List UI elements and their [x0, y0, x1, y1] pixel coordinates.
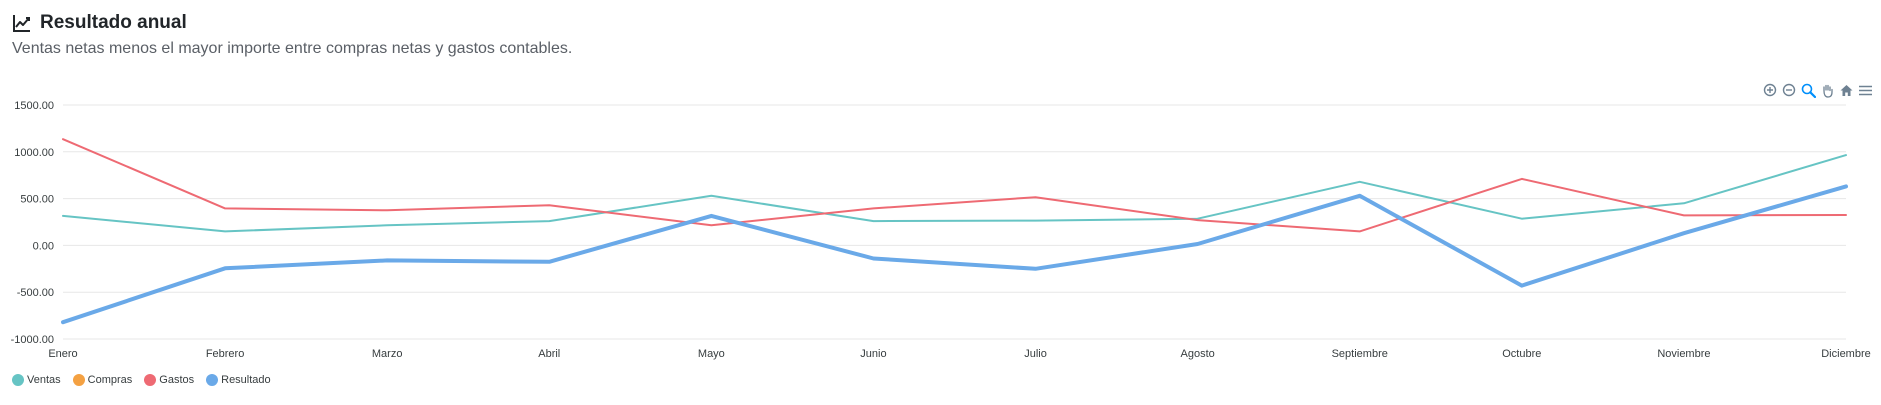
pan-icon — [1822, 84, 1833, 98]
legend-item-resultado[interactable]: Resultado — [206, 374, 271, 386]
title-row: Resultado anual — [12, 10, 1861, 36]
legend-marker — [72, 374, 85, 386]
chart-toolbar — [1762, 82, 1873, 98]
reset-home-icon — [1840, 84, 1852, 96]
zoom-selection-button[interactable] — [1800, 82, 1816, 98]
legend-item-ventas[interactable]: Ventas — [12, 374, 61, 386]
x-tick-label: Septiembre — [1332, 348, 1388, 360]
pan-button[interactable] — [1819, 82, 1835, 98]
legend-item-compras[interactable]: Compras — [72, 374, 133, 386]
x-tick-label: Junio — [860, 348, 886, 360]
zoom-out-button[interactable] — [1781, 82, 1797, 98]
menu-icon — [1858, 85, 1872, 95]
y-tick-label: -500.00 — [17, 287, 54, 299]
zoom-in-icon — [1763, 83, 1777, 97]
legend-marker — [206, 374, 219, 386]
y-tick-label: 0.00 — [33, 240, 54, 252]
reset-home-button[interactable] — [1838, 82, 1854, 98]
series-line-ventas[interactable] — [62, 154, 1847, 233]
series-line-resultado[interactable] — [61, 184, 1848, 325]
x-tick-label: Octubre — [1502, 348, 1541, 360]
chart-menu-button[interactable] — [1857, 82, 1873, 98]
legend-item-gastos[interactable]: Gastos — [144, 374, 194, 386]
y-tick-label: 1500.00 — [14, 100, 54, 112]
x-tick-label: Febrero — [206, 348, 245, 360]
y-tick-label: 1000.00 — [14, 147, 54, 159]
x-tick-label: Julio — [1024, 348, 1047, 360]
x-tick-label: Marzo — [372, 348, 403, 360]
legend-label: Ventas — [27, 374, 61, 386]
chart-subtitle: Ventas netas menos el mayor importe entr… — [12, 40, 573, 57]
legend-label: Compras — [87, 374, 133, 386]
series-line-gastos[interactable] — [62, 138, 1847, 233]
zoom-in-button[interactable] — [1762, 82, 1778, 98]
line-chart-icon — [13, 15, 30, 32]
line-chart: 1500.00 1000.00 500.00 0.00 -500.00 -1000.00 E… — [11, 100, 1871, 360]
x-tick-label: Abril — [538, 348, 560, 360]
chart-container: 1500.00 1000.00 500.00 0.00 -500.00 -1000.00 E… — [0, 74, 1881, 405]
zoom-selection-icon — [1801, 83, 1816, 98]
y-tick-label: -1000.00 — [11, 334, 54, 346]
zoom-out-icon — [1782, 83, 1796, 97]
y-tick-label: 500.00 — [20, 194, 54, 206]
page-title: Resultado anual — [40, 12, 187, 33]
chart-legend: Ventas Compras Gastos Resultado — [12, 374, 271, 386]
legend-label: Gastos — [159, 374, 195, 386]
x-tick-label: Noviembre — [1657, 348, 1710, 360]
legend-label: Resultado — [221, 374, 271, 386]
x-tick-label: Agosto — [1181, 348, 1215, 360]
chart-header: Resultado anual Ventas netas menos el ma… — [12, 10, 1861, 58]
x-tick-label: Mayo — [698, 348, 725, 360]
x-tick-label: Enero — [48, 348, 77, 360]
x-tick-label: Diciembre — [1821, 348, 1871, 360]
legend-marker — [144, 374, 157, 386]
legend-marker — [12, 374, 24, 386]
